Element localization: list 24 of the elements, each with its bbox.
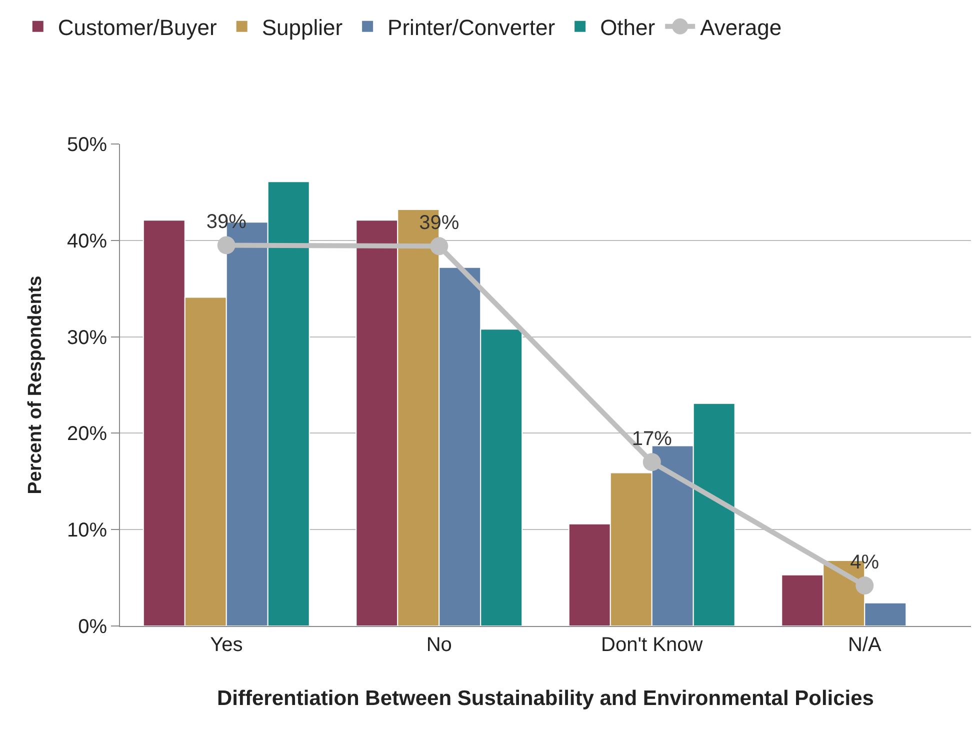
point xyxy=(217,236,236,254)
data-label: 39% xyxy=(206,210,247,233)
y-tick-label: 10% xyxy=(66,520,108,542)
legend-label: Printer/Converter xyxy=(388,14,556,40)
legend-label: Supplier xyxy=(262,14,343,40)
data-label: 4% xyxy=(850,551,880,574)
legend-label: Customer/Buyer xyxy=(58,14,217,40)
point xyxy=(642,453,661,472)
data-label: 17% xyxy=(632,428,672,450)
y-tick-label: 30% xyxy=(66,326,108,349)
x-axis-title: Differentiation Between Sustainability and Environmental Policies xyxy=(217,687,874,710)
x-tick-label: N/A xyxy=(848,634,882,656)
legend-label: Average xyxy=(700,14,782,40)
y-tick-label: 0% xyxy=(78,616,108,638)
x-tick-label: No xyxy=(426,634,452,656)
y-tick-label: 50% xyxy=(66,134,108,156)
y-tick-label: 20% xyxy=(66,423,108,446)
y-tick-label: 40% xyxy=(66,230,108,252)
y-axis-title: Percent of Respondents xyxy=(24,276,46,494)
point xyxy=(430,237,448,256)
x-tick-label: Don't Know xyxy=(601,634,704,656)
x-tick-label: Yes xyxy=(210,634,243,656)
point xyxy=(856,576,874,594)
legend-label: Other xyxy=(600,14,656,40)
